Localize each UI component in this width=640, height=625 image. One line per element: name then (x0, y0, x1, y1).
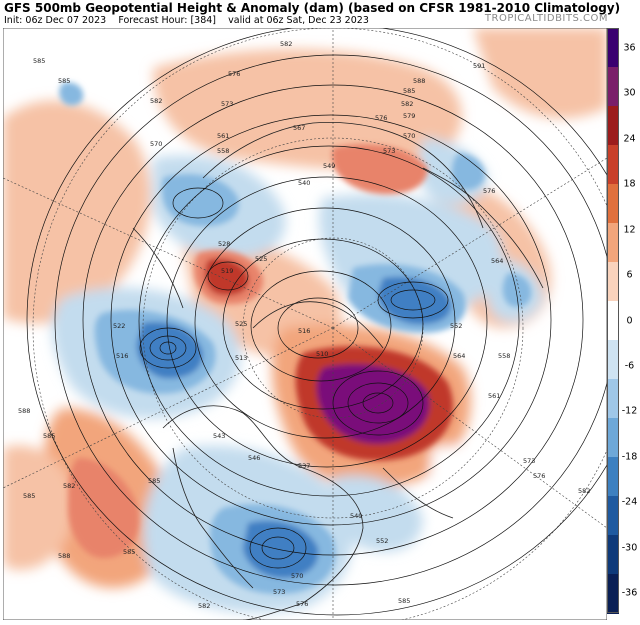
colorbar-tick-label: 30 (623, 87, 636, 99)
contour-label: 576 (228, 70, 240, 78)
contour-label: 516 (298, 327, 310, 335)
contour-label: 564 (491, 257, 503, 265)
contour-label: 513 (235, 354, 247, 362)
contour-label: 546 (248, 454, 260, 462)
contour-label: 585 (123, 548, 135, 556)
contour-label: 510 (316, 350, 328, 358)
init-time: Init: 06z Dec 07 2023 (4, 15, 107, 26)
colorbar-tick-label: -6 (624, 360, 635, 372)
height-contours (26, 28, 607, 616)
contour-label: 528 (218, 240, 230, 248)
contour-label: 585 (43, 432, 55, 440)
contour-label: 549 (323, 162, 335, 170)
contour-label: 585 (398, 597, 410, 605)
colorbar-segment (607, 457, 619, 497)
contour-label: 585 (403, 87, 415, 95)
valid-time: valid at 06z Sat, Dec 23 2023 (228, 15, 369, 26)
contour-label: 576 (533, 472, 545, 480)
colorbar-tick-label: -36 (621, 587, 638, 599)
contour-label: 585 (33, 57, 45, 65)
contour-label: 516 (116, 352, 128, 360)
colorbar-segment (607, 106, 619, 146)
brand-watermark: TROPICALTIDBITS.COM (484, 13, 608, 24)
colorbar-segment (607, 28, 619, 68)
contour-label: 582 (198, 602, 210, 610)
colorbar (607, 28, 619, 614)
contour-label: 561 (488, 392, 500, 400)
contour-label: 576 (483, 187, 495, 195)
colorbar-segment (607, 67, 619, 107)
contour-label: 582 (280, 40, 292, 48)
contour-labels: 585 582 585 582 576 573 570 567 561 558 … (18, 40, 590, 610)
chart-subtitle: Init: 06z Dec 07 2023 Forecast Hour: [38… (4, 15, 369, 26)
contour-label: 549 (350, 512, 362, 520)
colorbar-segment (607, 379, 619, 419)
colorbar-segment (607, 496, 619, 536)
contour-label: 567 (293, 124, 305, 132)
contour-label: 582 (401, 100, 413, 108)
colorbar-tick-label: 18 (623, 178, 636, 190)
contour-label: 588 (58, 552, 70, 560)
colorbar-segment (607, 574, 619, 614)
contour-label: 558 (217, 147, 229, 155)
contour-label: 540 (298, 179, 310, 187)
coastlines (132, 122, 544, 620)
contour-label: 573 (383, 147, 395, 155)
colorbar-segment (607, 535, 619, 575)
contour-label: 543 (213, 432, 225, 440)
contour-label: 570 (150, 140, 162, 148)
contour-label: 552 (376, 537, 388, 545)
contour-label: 537 (298, 462, 310, 470)
contour-label: 561 (217, 132, 229, 140)
header: GFS 500mb Geopotential Height & Anomaly … (0, 0, 640, 28)
colorbar-segment (607, 301, 619, 341)
contour-label: 582 (63, 482, 75, 490)
contour-label: 588 (413, 77, 425, 85)
contour-label: 564 (453, 352, 465, 360)
colorbar-tick-label: -18 (621, 451, 638, 463)
chart-title: GFS 500mb Geopotential Height & Anomaly … (4, 1, 621, 15)
contour-label: 585 (23, 492, 35, 500)
contour-label: 576 (296, 600, 308, 608)
colorbar-tick-label: -12 (621, 405, 638, 417)
colorbar-tick-label: 36 (623, 42, 636, 54)
contour-label: 525 (255, 255, 267, 263)
colorbar-segment (607, 223, 619, 263)
colorbar-tick-label: 24 (623, 133, 636, 145)
colorbar-segment (607, 184, 619, 224)
contour-label: 522 (113, 322, 125, 330)
contour-label: 576 (375, 114, 387, 122)
contour-label: 585 (58, 77, 70, 85)
colorbar-segment (607, 418, 619, 458)
contour-label: 570 (403, 132, 415, 140)
contour-label: 573 (523, 457, 535, 465)
colorbar-tick-label: 12 (623, 224, 636, 236)
colorbar-tick-label: 0 (626, 315, 633, 326)
contour-label: 579 (403, 112, 415, 120)
contour-label: 570 (291, 572, 303, 580)
contour-label: 582 (578, 487, 590, 495)
colorbar-tick-label: -30 (621, 542, 638, 554)
contour-label: 585 (148, 477, 160, 485)
forecast-hour: Forecast Hour: [384] (118, 15, 217, 26)
contour-label: 573 (273, 588, 285, 596)
colorbar-segment (607, 340, 619, 380)
map-canvas: 585 582 585 582 576 573 570 567 561 558 … (3, 28, 607, 620)
contour-label: 582 (150, 97, 162, 105)
colorbar-tick-label: -24 (621, 496, 638, 508)
contour-label: 588 (18, 407, 30, 415)
colorbar-segment (607, 262, 619, 302)
contour-label: 519 (221, 267, 233, 275)
contour-label: 525 (235, 320, 247, 328)
contour-label: 558 (498, 352, 510, 360)
contour-label: 591 (473, 62, 485, 70)
colorbar-labels: 36 30 24 18 12 6 0 -6 -12 -18 -24 -30 -36 (619, 28, 640, 613)
colorbar-segment (607, 145, 619, 185)
contour-label: 573 (221, 100, 233, 108)
colorbar-tick-label: 6 (626, 269, 633, 281)
contour-label: 552 (450, 322, 462, 330)
